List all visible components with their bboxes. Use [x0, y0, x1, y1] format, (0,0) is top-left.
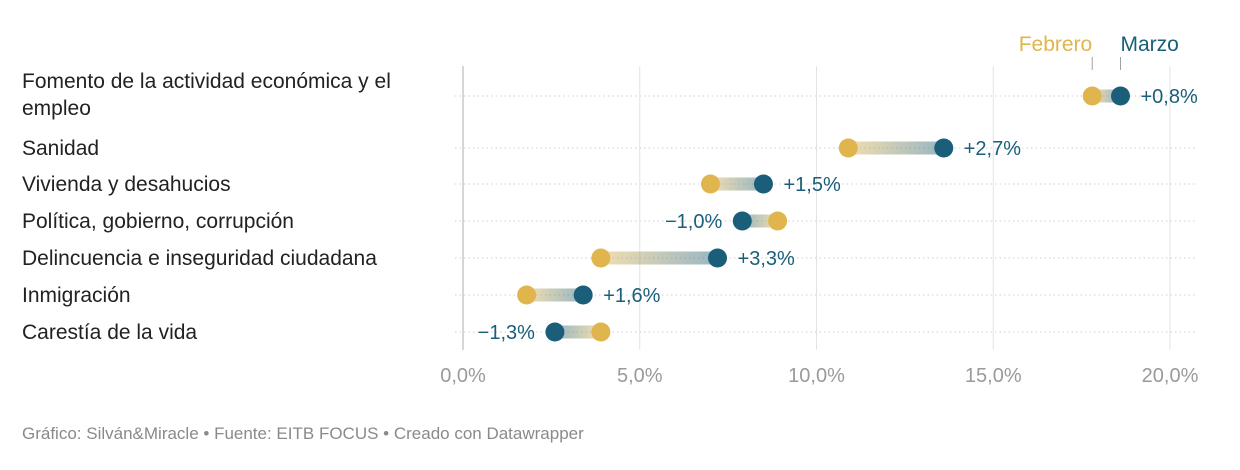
category-label-5: Inmigración [22, 284, 131, 307]
change-label-1: +2,7% [964, 138, 1021, 160]
x-tick-label-3: 15,0% [965, 365, 1022, 387]
x-tick-label-4: 20,0% [1142, 365, 1199, 387]
marzo-dot-3 [732, 211, 752, 231]
category-label-4: Delincuencia e inseguridad ciudadana [22, 247, 377, 270]
change-label-0: +0,8% [1141, 86, 1198, 108]
marzo-dot-4 [708, 248, 728, 268]
category-label-6: Carestía de la vida [22, 321, 197, 344]
legend-marzo: Marzo [1121, 33, 1179, 56]
dumbbell-chart: 0,0% 5,0% 10,0% 15,0% 20,0% Fomento de la act… [22, 33, 1199, 387]
change-label-6: −1,3% [478, 322, 535, 344]
marzo-dot-5 [573, 285, 593, 305]
febrero-dot-4 [591, 248, 611, 268]
marzo-dot-6 [545, 322, 565, 342]
febrero-dot-5 [517, 285, 537, 305]
legend-febrero: Febrero [1019, 33, 1093, 56]
febrero-dot-1 [838, 138, 858, 158]
x-tick-label-0: 0,0% [440, 365, 486, 387]
category-label-1: Sanidad [22, 137, 99, 160]
x-tick-label-1: 5,0% [617, 365, 663, 387]
marzo-dot-0 [1111, 86, 1131, 106]
febrero-dot-0 [1082, 86, 1102, 106]
change-label-4: +3,3% [738, 248, 795, 270]
change-label-3: −1,0% [665, 211, 722, 233]
change-label-2: +1,5% [783, 174, 840, 196]
febrero-dot-3 [768, 211, 788, 231]
category-label-2: Vivienda y desahucios [22, 173, 231, 196]
category-label-0-line-0: Fomento de la actividad económica y el [22, 70, 391, 93]
x-tick-label-2: 10,0% [788, 365, 845, 387]
marzo-dot-1 [934, 138, 954, 158]
category-label-3: Política, gobierno, corrupción [22, 210, 294, 233]
change-label-5: +1,6% [603, 285, 660, 307]
category-label-0-line-1: empleo [22, 97, 91, 120]
febrero-dot-6 [591, 322, 611, 342]
chart-footer: Gráfico: Silván&Miracle • Fuente: EITB F… [22, 424, 584, 443]
febrero-dot-2 [700, 174, 720, 194]
marzo-dot-2 [753, 174, 773, 194]
